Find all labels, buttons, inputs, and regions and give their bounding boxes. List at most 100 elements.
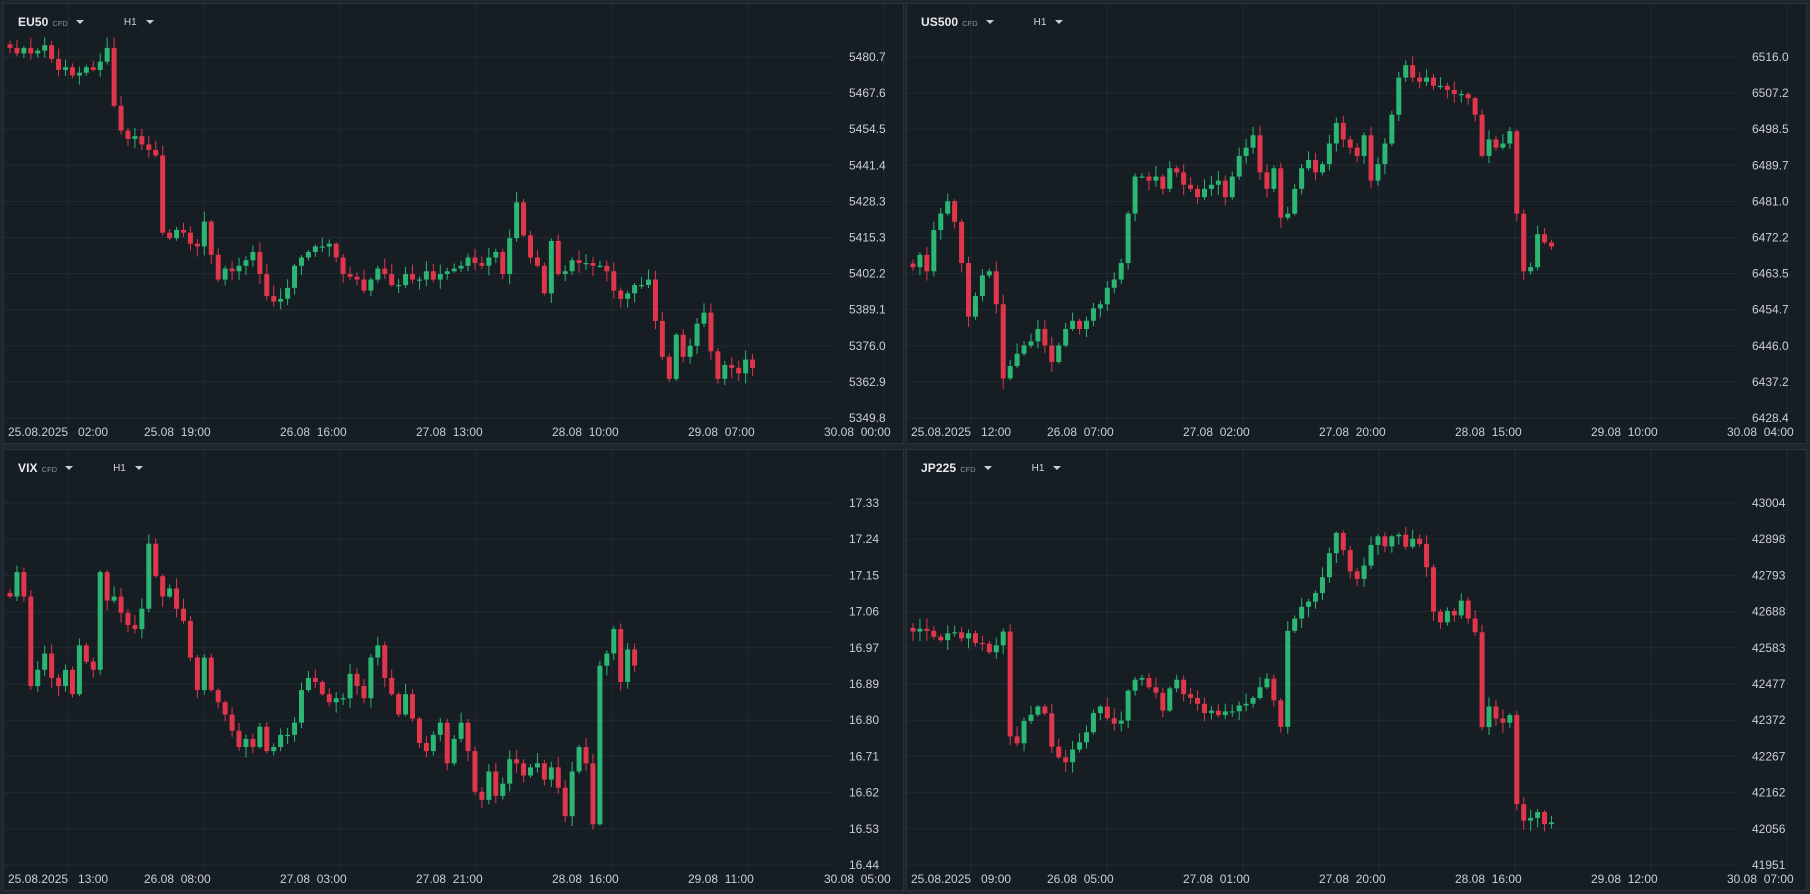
candle[interactable]: [56, 48, 62, 77]
candle[interactable]: [1181, 675, 1187, 702]
candle[interactable]: [514, 191, 520, 242]
candle[interactable]: [1299, 164, 1305, 195]
candle[interactable]: [1437, 609, 1443, 630]
candle[interactable]: [83, 642, 89, 664]
candle[interactable]: [972, 630, 978, 647]
candle[interactable]: [1063, 749, 1069, 772]
candle[interactable]: [1257, 677, 1263, 700]
candle[interactable]: [959, 219, 965, 272]
candle[interactable]: [35, 48, 41, 58]
candle[interactable]: [659, 312, 665, 361]
candle[interactable]: [1090, 302, 1096, 327]
candle[interactable]: [1472, 96, 1478, 122]
candle[interactable]: [1174, 165, 1180, 178]
candle[interactable]: [1160, 687, 1166, 718]
candle[interactable]: [305, 670, 311, 693]
candle[interactable]: [347, 664, 353, 708]
candle[interactable]: [1056, 342, 1062, 364]
candle[interactable]: [1201, 697, 1207, 722]
candle[interactable]: [1354, 143, 1360, 163]
candle[interactable]: [1451, 81, 1457, 103]
candle[interactable]: [14, 565, 20, 601]
candle[interactable]: [1451, 608, 1457, 622]
candle[interactable]: [229, 707, 235, 738]
candle[interactable]: [340, 693, 346, 706]
candle[interactable]: [1014, 343, 1020, 369]
candle[interactable]: [729, 357, 735, 379]
candle[interactable]: [139, 128, 145, 151]
candle[interactable]: [534, 250, 540, 268]
candle[interactable]: [1424, 69, 1430, 87]
candle[interactable]: [1479, 624, 1485, 731]
candle[interactable]: [917, 252, 923, 276]
candle[interactable]: [298, 255, 304, 275]
candle[interactable]: [1271, 165, 1277, 192]
candle[interactable]: [1063, 322, 1069, 348]
candle[interactable]: [715, 347, 721, 384]
chart-panel-vix[interactable]: 17.33 17.24 17.15 17.06 16.97 16.89 16.80 16.71…: [3, 449, 904, 891]
candle[interactable]: [292, 263, 298, 295]
candle[interactable]: [42, 37, 48, 58]
candle[interactable]: [1014, 726, 1020, 747]
candle[interactable]: [694, 317, 700, 355]
candle[interactable]: [534, 753, 540, 773]
candle[interactable]: [1167, 161, 1173, 193]
candle[interactable]: [1313, 590, 1319, 609]
candle[interactable]: [285, 727, 291, 744]
candle[interactable]: [1208, 175, 1214, 197]
candle[interactable]: [229, 260, 235, 281]
timeframe-selector[interactable]: H1: [118, 13, 160, 31]
candlestick-chart-vix[interactable]: 17.33 17.24 17.15 17.06 16.97 16.89 16.80 16.71…: [4, 450, 904, 891]
candle[interactable]: [63, 59, 69, 77]
candle[interactable]: [1229, 704, 1235, 717]
candle[interactable]: [111, 37, 117, 108]
candle[interactable]: [160, 145, 166, 236]
candle[interactable]: [1035, 704, 1041, 717]
candle[interactable]: [319, 679, 325, 696]
chart-panel-jp225[interactable]: 43004 42898 42793 42688 42583 42477 42372 42267…: [906, 449, 1807, 891]
candle[interactable]: [1035, 320, 1041, 349]
candle[interactable]: [1417, 534, 1423, 548]
candle[interactable]: [521, 198, 527, 238]
candle[interactable]: [1181, 164, 1187, 196]
candle[interactable]: [1493, 699, 1499, 726]
candle[interactable]: [625, 290, 631, 308]
candle[interactable]: [1299, 598, 1305, 628]
candle[interactable]: [451, 263, 457, 273]
candle[interactable]: [278, 288, 284, 310]
candle[interactable]: [1542, 809, 1548, 832]
candle[interactable]: [1090, 709, 1096, 735]
candle[interactable]: [680, 329, 686, 363]
candle[interactable]: [403, 266, 409, 289]
candle[interactable]: [986, 640, 992, 655]
candle[interactable]: [736, 360, 742, 382]
candle[interactable]: [1084, 316, 1089, 338]
candle[interactable]: [548, 761, 554, 788]
candle[interactable]: [548, 238, 554, 303]
candle[interactable]: [1111, 708, 1117, 731]
candle[interactable]: [430, 731, 436, 756]
candle[interactable]: [910, 623, 916, 641]
candle[interactable]: [1375, 533, 1381, 555]
candle[interactable]: [1437, 77, 1443, 90]
candle[interactable]: [1243, 693, 1249, 712]
candle[interactable]: [257, 242, 263, 285]
candle[interactable]: [49, 40, 55, 63]
candle[interactable]: [562, 265, 568, 282]
candle[interactable]: [1042, 704, 1048, 716]
candle[interactable]: [396, 692, 402, 718]
candle[interactable]: [354, 668, 360, 696]
candle[interactable]: [743, 350, 749, 384]
candle[interactable]: [993, 637, 999, 659]
candle[interactable]: [632, 643, 638, 672]
candle[interactable]: [576, 744, 582, 774]
candle[interactable]: [1049, 336, 1055, 372]
candle[interactable]: [118, 96, 124, 135]
candle[interactable]: [1028, 706, 1034, 724]
candle[interactable]: [1424, 535, 1430, 577]
candle[interactable]: [938, 633, 944, 643]
candle[interactable]: [444, 718, 450, 771]
candle[interactable]: [49, 644, 55, 688]
candle[interactable]: [1250, 695, 1256, 708]
candle[interactable]: [959, 627, 965, 642]
